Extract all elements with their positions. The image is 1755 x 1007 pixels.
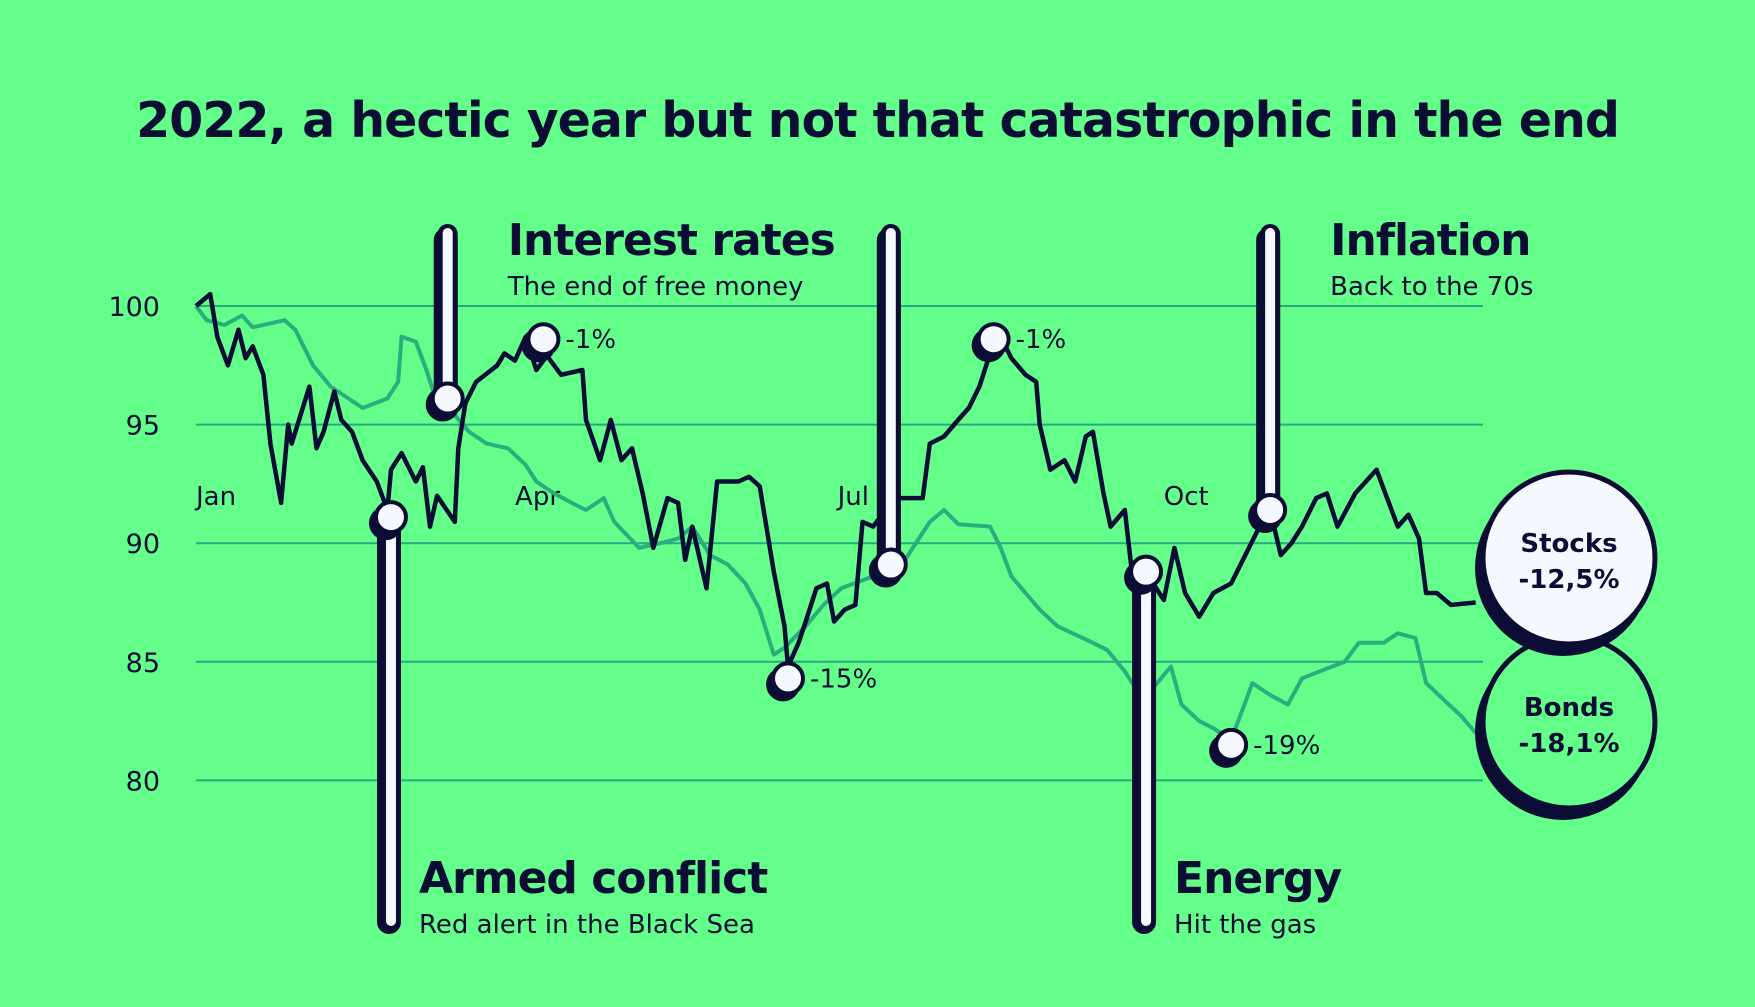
bubble-circle [1480, 469, 1658, 647]
point-label: -1% [565, 325, 616, 355]
event-subtitle: Red alert in the Black Sea [419, 910, 755, 940]
event-title: Energy [1174, 853, 1341, 904]
x-tick-label: Oct [1164, 482, 1209, 512]
event-title: Inflation [1330, 215, 1530, 266]
low-high-marker [971, 322, 1011, 363]
marker-dot [771, 661, 806, 696]
event-subtitle: Back to the 70s [1330, 272, 1533, 302]
bubble-series-change: -12,5% [1519, 565, 1620, 595]
low-high-marker [766, 661, 806, 702]
event-dot [868, 547, 908, 588]
event-pin [868, 224, 908, 588]
event-dot [368, 500, 408, 541]
bonds-line [194, 304, 1478, 743]
y-tick-label: 85 [126, 648, 160, 679]
marker-dot [873, 547, 908, 582]
bubble-series-name: Bonds [1524, 693, 1614, 723]
marker-dot [1253, 492, 1288, 527]
bonds-end-bubble: Bonds -18,1% [1475, 633, 1658, 820]
marker-dot [526, 322, 561, 357]
pin-stem [1265, 228, 1276, 506]
pin-stem [1141, 575, 1152, 926]
event-pin: Inflation Back to the 70s [1248, 215, 1533, 533]
low-high-marker [1209, 727, 1249, 768]
event-title: Interest rates [508, 215, 835, 266]
bubble-series-change: -18,1% [1519, 729, 1620, 759]
x-tick-label: Jan [194, 482, 236, 512]
point-label: -1% [1016, 325, 1067, 355]
y-tick-label: 100 [108, 292, 160, 323]
y-tick-label: 80 [126, 766, 160, 797]
marker-dot [1214, 727, 1249, 762]
pin-stem [385, 521, 396, 926]
stocks-end-bubble: Stocks -12,5% [1475, 469, 1658, 656]
x-tick-label: Jul [836, 482, 869, 512]
chart-title: 2022, a hectic year but not that catastr… [136, 92, 1620, 149]
event-dot [1124, 554, 1164, 595]
bubble-series-name: Stocks [1520, 529, 1617, 559]
point-label: -15% [810, 664, 877, 694]
event-dot [425, 381, 465, 422]
event-pin: Interest rates The end of free money [425, 215, 836, 422]
marker-dot [1129, 554, 1164, 589]
pin-stem [442, 228, 453, 395]
x-tick-label: Apr [515, 482, 560, 512]
low-high-marker [521, 322, 561, 363]
stocks-line [194, 291, 1476, 669]
event-subtitle: Hit the gas [1174, 910, 1316, 940]
event-dot [1248, 492, 1288, 533]
marker-dot [430, 381, 465, 416]
y-tick-label: 90 [126, 529, 160, 560]
pin-stem [885, 228, 896, 561]
marker-dot [373, 500, 408, 535]
point-label: -19% [1253, 731, 1320, 761]
event-subtitle: The end of free money [507, 272, 804, 302]
event-title: Armed conflict [419, 853, 768, 904]
y-tick-label: 95 [126, 411, 160, 442]
event-pin: Armed conflict Red alert in the Black Sea [368, 500, 769, 940]
event-pin: Energy Hit the gas [1124, 554, 1342, 940]
marker-dot [976, 322, 1011, 357]
